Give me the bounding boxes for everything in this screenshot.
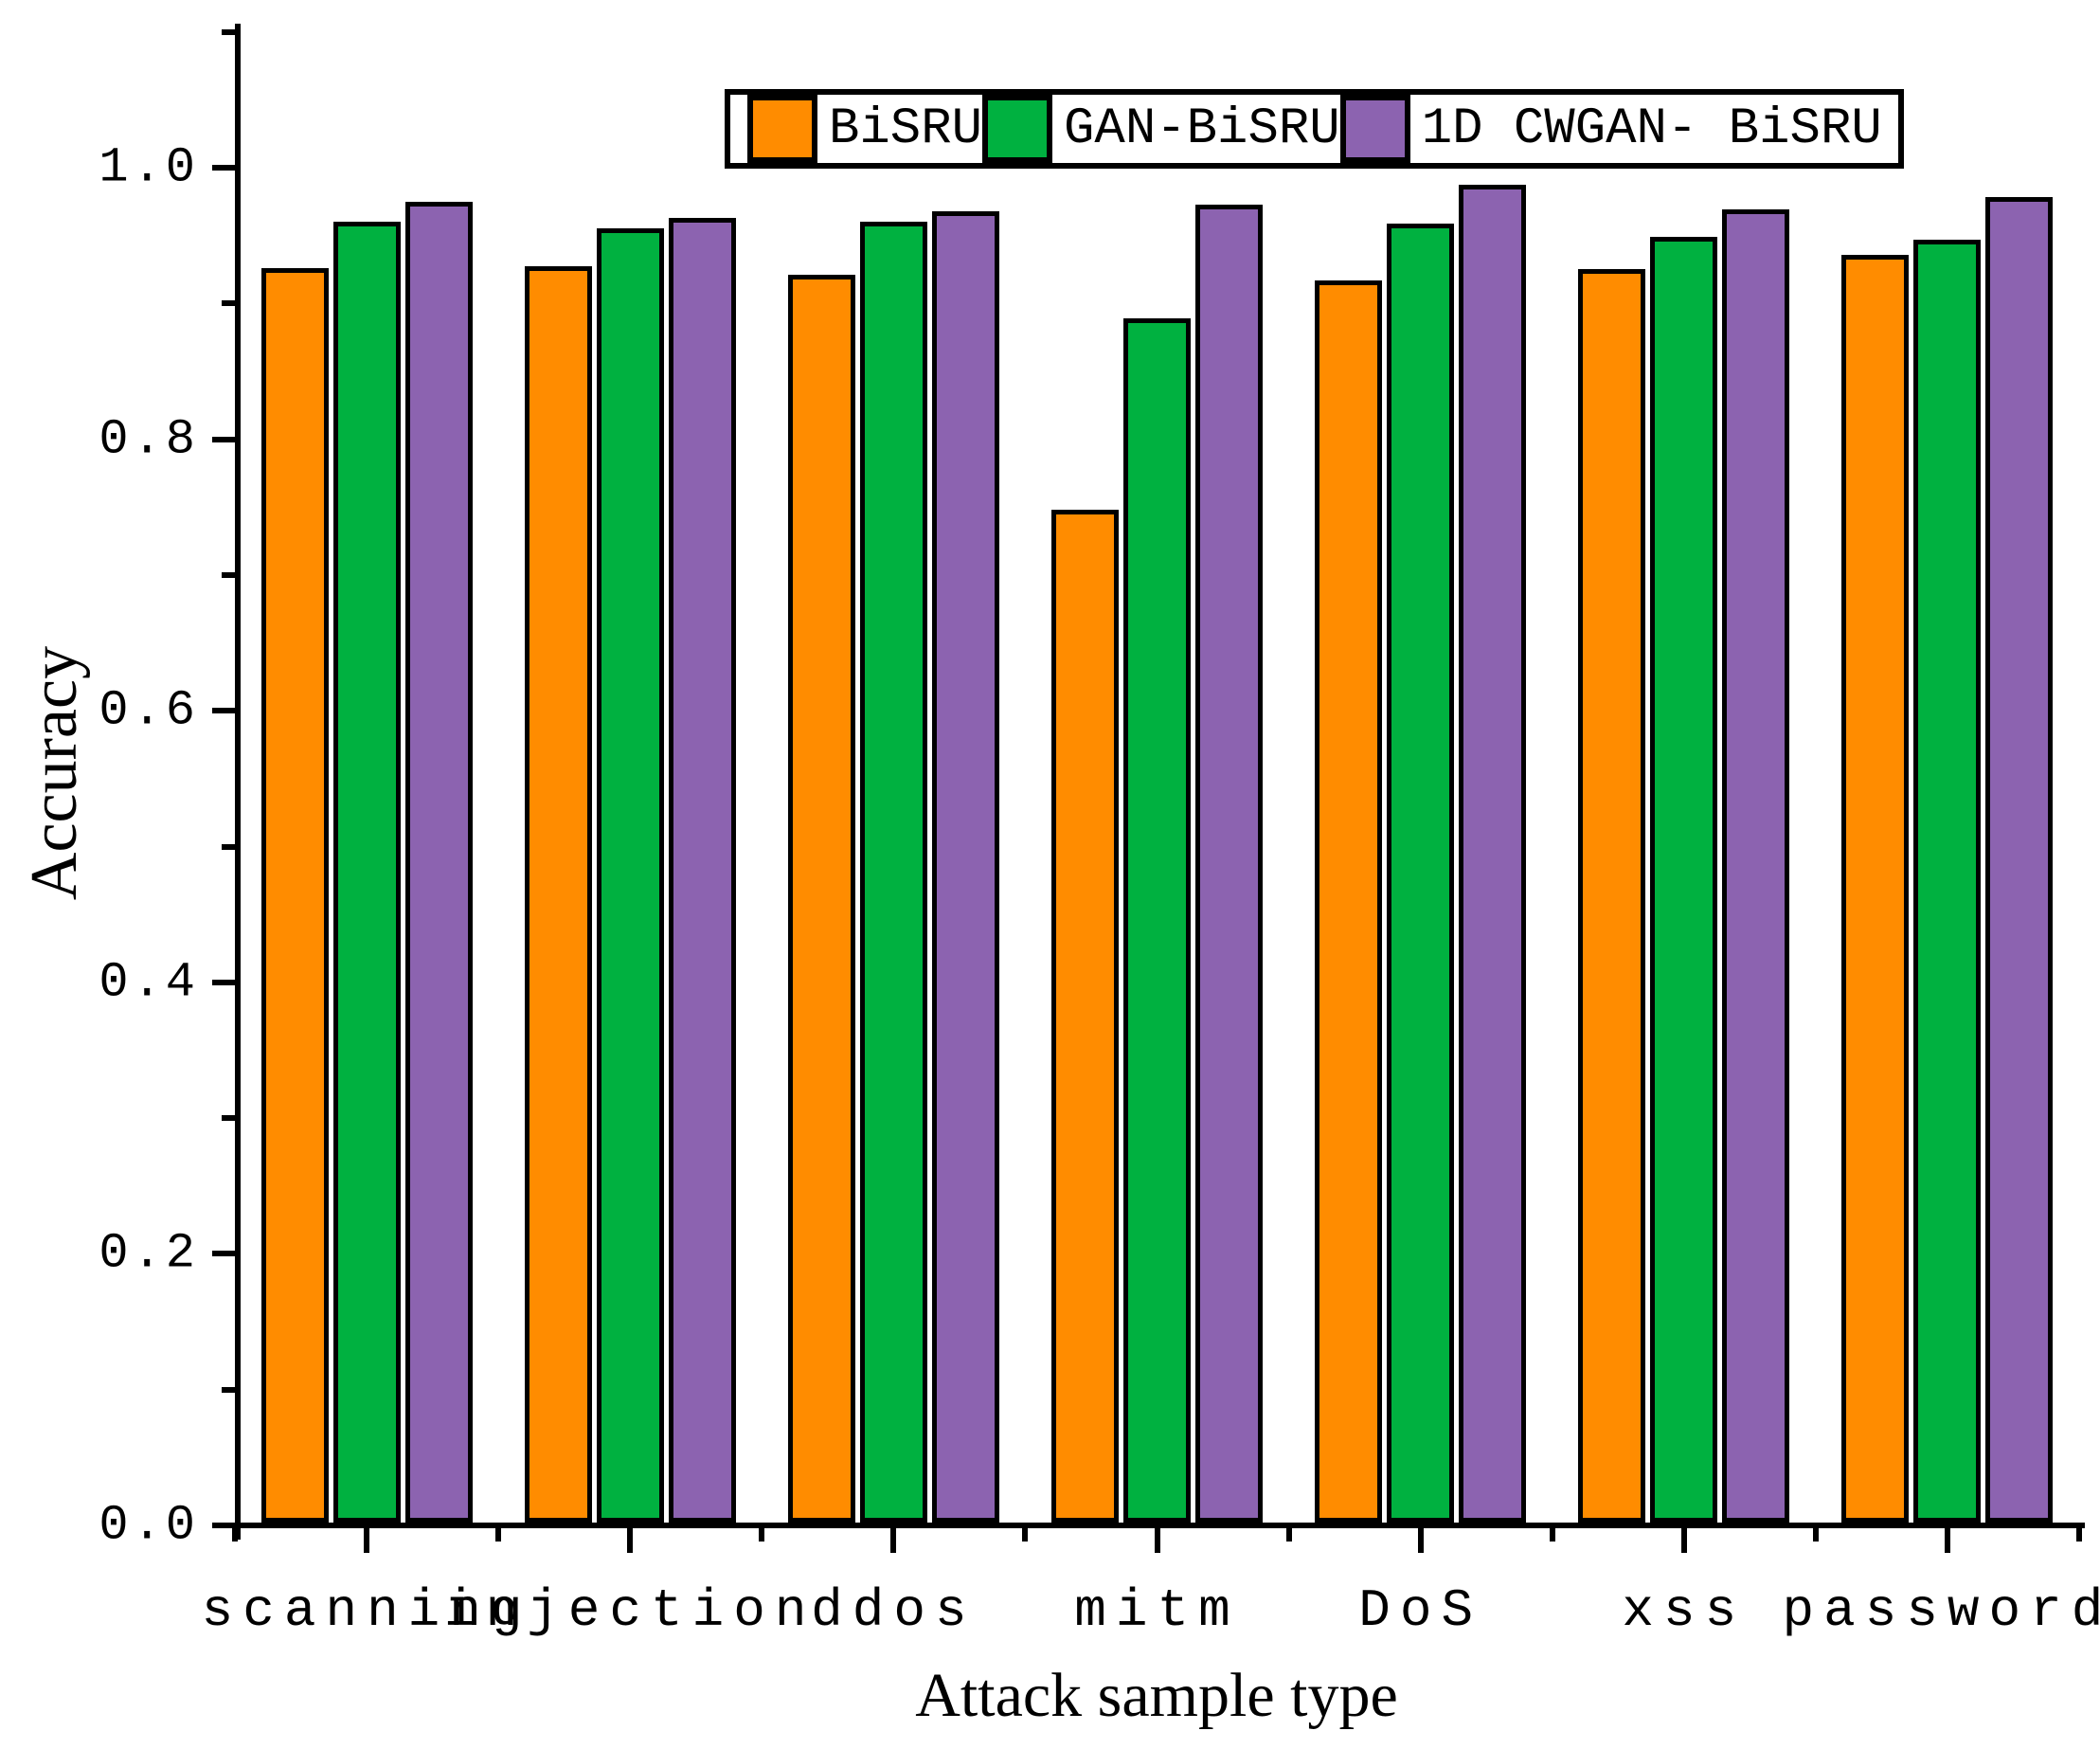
bar-1d-cwgan-bisru-dos	[1459, 185, 1527, 1523]
bar-gan-bisru-scanning	[332, 222, 401, 1523]
legend-label-gan-bisru: GAN-BiSRU	[1064, 99, 1340, 158]
x-major-tick	[627, 1528, 634, 1553]
x-minor-tick	[1812, 1528, 1819, 1542]
y-major-tick	[212, 165, 235, 171]
bar-1d-cwgan-bisru-xss	[1722, 209, 1790, 1523]
y-major-tick	[212, 1251, 235, 1257]
x-category-label-ddos: ddos	[811, 1580, 977, 1641]
bar-gan-bisru-xss	[1650, 236, 1718, 1523]
x-major-tick	[1680, 1528, 1687, 1553]
legend-item-bisru: BiSRU	[747, 95, 982, 163]
y-major-tick	[212, 436, 235, 442]
bar-bisru-ddos	[787, 275, 855, 1523]
legend-box: BiSRU GAN-BiSRU 1D CWGAN- BiSRU	[725, 89, 1904, 169]
y-minor-tick	[222, 1386, 235, 1393]
y-major-tick	[212, 708, 235, 714]
x-category-label-injection: injection	[443, 1580, 817, 1641]
bar-gan-bisru-mitm	[1123, 317, 1191, 1523]
x-minor-tick	[759, 1528, 765, 1542]
y-axis-spine	[235, 23, 241, 1540]
bar-bisru-dos	[1315, 279, 1383, 1523]
legend-item-1d-cwgan-bisru: 1D CWGAN- BiSRU	[1339, 95, 1882, 163]
x-minor-tick	[232, 1528, 238, 1542]
legend-label-bisru: BiSRU	[829, 99, 983, 158]
y-minor-tick	[222, 571, 235, 578]
bar-bisru-mitm	[1051, 509, 1119, 1523]
y-major-tick	[212, 1523, 235, 1528]
y-tick-label: 0.0	[99, 1497, 199, 1554]
bar-gan-bisru-dos	[1387, 223, 1455, 1523]
bar-1d-cwgan-bisru-password	[1985, 197, 2054, 1523]
bar-gan-bisru-ddos	[859, 222, 927, 1523]
bar-bisru-password	[1841, 254, 1910, 1523]
x-category-label-password: password	[1782, 1580, 2100, 1641]
y-minor-tick	[222, 300, 235, 307]
x-minor-tick	[1549, 1528, 1555, 1542]
y-tick-label: 0.2	[99, 1225, 199, 1282]
x-minor-tick	[495, 1528, 502, 1542]
x-major-tick	[1417, 1528, 1424, 1553]
x-minor-tick	[2076, 1528, 2082, 1542]
bar-bisru-scanning	[260, 267, 329, 1523]
y-minor-tick	[222, 28, 235, 35]
x-category-label-mitm: mitm	[1074, 1580, 1240, 1641]
bar-gan-bisru-password	[1913, 239, 1982, 1523]
legend-swatch-gan-bisru	[982, 95, 1053, 163]
bar-gan-bisru-injection	[596, 228, 664, 1523]
y-tick-label: 0.4	[99, 954, 199, 1011]
x-major-tick	[1154, 1528, 1160, 1553]
legend-swatch-bisru	[747, 95, 817, 163]
bar-bisru-xss	[1578, 269, 1646, 1523]
bar-1d-cwgan-bisru-scanning	[404, 201, 473, 1523]
x-minor-tick	[1285, 1528, 1292, 1542]
bar-1d-cwgan-bisru-injection	[668, 217, 736, 1523]
y-minor-tick	[222, 1115, 235, 1122]
y-axis-title: Accuracy	[18, 645, 91, 901]
y-major-tick	[212, 979, 235, 985]
x-axis-spine	[212, 1523, 2085, 1528]
y-tick-label: 0.6	[99, 682, 199, 739]
x-major-tick	[364, 1528, 370, 1553]
x-major-tick	[890, 1528, 897, 1553]
legend-swatch-1d-cwgan-bisru	[1339, 95, 1410, 163]
x-category-label-xss: xss	[1622, 1580, 1747, 1641]
y-tick-label: 1.0	[99, 139, 199, 196]
bar-bisru-injection	[524, 266, 592, 1523]
x-axis-title: Attack sample type	[915, 1661, 1398, 1730]
legend-item-gan-bisru: GAN-BiSRU	[982, 95, 1340, 163]
x-category-label-dos: DoS	[1358, 1580, 1483, 1641]
x-minor-tick	[1022, 1528, 1029, 1542]
bar-1d-cwgan-bisru-mitm	[1195, 204, 1263, 1523]
y-tick-label: 0.8	[99, 411, 199, 468]
bar-1d-cwgan-bisru-ddos	[931, 210, 999, 1523]
x-category-label-scanning: scanning	[201, 1580, 532, 1641]
legend-label-1d-cwgan-bisru: 1D CWGAN- BiSRU	[1421, 99, 1882, 158]
y-minor-tick	[222, 843, 235, 850]
x-major-tick	[1944, 1528, 1950, 1553]
